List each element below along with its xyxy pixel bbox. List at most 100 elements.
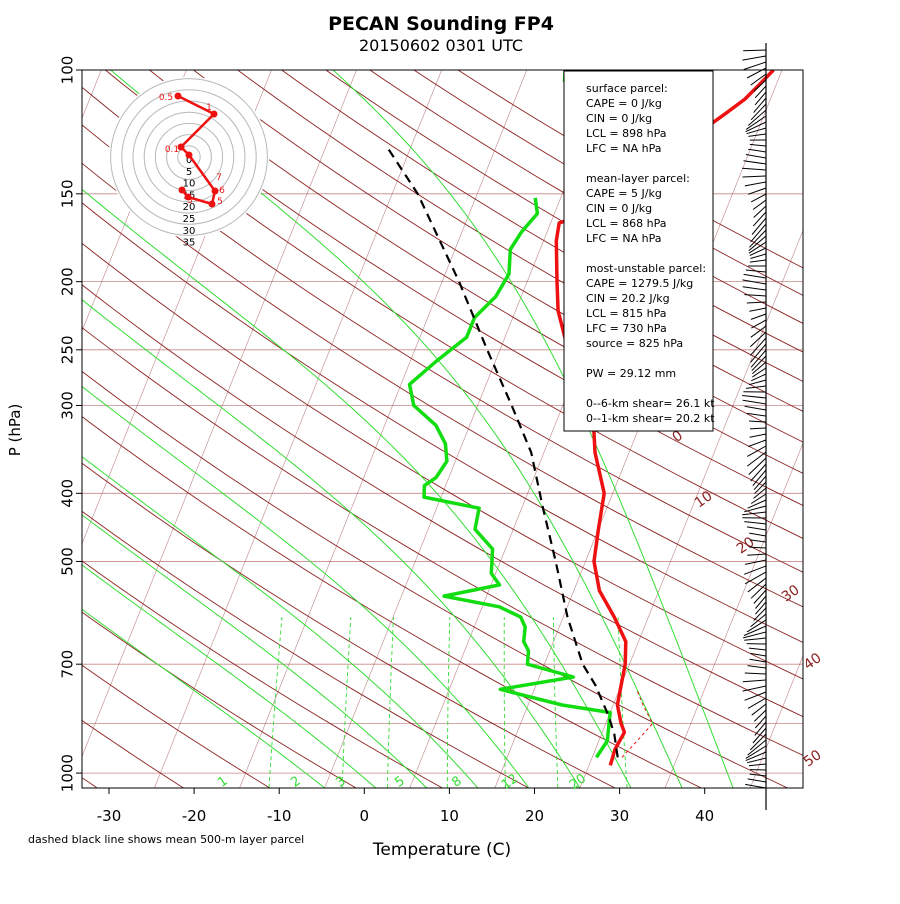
wind-barb xyxy=(744,295,766,296)
wind-barb xyxy=(748,188,766,194)
wind-barb xyxy=(754,590,766,604)
wind-barb xyxy=(753,212,766,226)
wind-barb xyxy=(747,452,766,466)
mixing-ratio-line xyxy=(387,617,393,788)
info-line: most-unstable parcel: xyxy=(586,262,706,275)
wind-barb xyxy=(742,168,766,170)
wind-barb xyxy=(751,584,766,598)
chart-title: PECAN Sounding FP4 xyxy=(328,13,554,35)
moist-adiabat-line xyxy=(0,223,376,788)
y-tick-label: 400 xyxy=(59,479,77,508)
wind-barb xyxy=(751,194,766,202)
wind-barb xyxy=(755,716,766,728)
y-tick-label: 700 xyxy=(59,650,77,679)
dry-adiabat-label: 10 xyxy=(692,488,716,511)
wind-barb xyxy=(743,400,766,404)
wind-barb xyxy=(746,270,766,272)
info-line: CAPE = 5 J/kg xyxy=(586,187,662,200)
wind-barb xyxy=(745,784,766,788)
info-line: CIN = 0 J/kg xyxy=(586,202,652,215)
info-line: LCL = 815 hPa xyxy=(586,307,667,320)
footnote: dashed black line shows mean 500-m layer… xyxy=(28,833,304,846)
y-tick-label: 300 xyxy=(59,391,77,420)
wind-barb xyxy=(743,176,767,177)
dry-adiabat-label: 30 xyxy=(779,582,803,605)
hodograph-point-label: 7 xyxy=(216,173,222,183)
mixing-ratio-line xyxy=(447,617,450,788)
wind-barb xyxy=(751,374,766,381)
y-tick-label: 250 xyxy=(59,335,77,364)
dry-adiabat-label: 50 xyxy=(801,747,825,770)
y-tick-label: 200 xyxy=(59,267,77,296)
wind-barb xyxy=(750,434,766,437)
wind-barb xyxy=(744,638,766,640)
x-axis-label: Temperature (C) xyxy=(372,840,511,860)
hodograph-ring-label: 25 xyxy=(183,214,196,225)
isotherm-line xyxy=(835,70,900,788)
y-tick-label: 150 xyxy=(59,179,77,208)
hodograph-point xyxy=(212,188,219,195)
mixing-ratio-label: 20 xyxy=(567,771,589,793)
wind-barb xyxy=(749,533,766,536)
y-tick-label: 500 xyxy=(59,547,77,576)
hodograph-point xyxy=(209,201,216,208)
wind-barb xyxy=(749,648,766,650)
wind-barb xyxy=(747,554,766,555)
hodograph-point xyxy=(179,187,186,194)
moist-adiabat-line xyxy=(0,150,478,788)
dry-adiabat-label: 20 xyxy=(734,534,758,557)
info-line: LFC = 730 hPa xyxy=(586,322,667,335)
wind-barb xyxy=(755,92,766,105)
hodograph-point-label: 1 xyxy=(206,103,212,113)
y-axis-label: P (hPa) xyxy=(6,404,24,457)
wind-barb xyxy=(751,320,766,328)
x-tick-label: -30 xyxy=(97,807,122,825)
wind-barb xyxy=(742,56,766,60)
x-tick-label: -10 xyxy=(267,807,292,825)
isotherm-line xyxy=(240,70,527,788)
wind-barb xyxy=(756,596,767,609)
y-tick-label: 1000 xyxy=(59,754,77,792)
wind-barb xyxy=(748,134,766,136)
info-line: CAPE = 1279.5 J/kg xyxy=(586,277,693,290)
moist-adiabat-line xyxy=(0,258,325,788)
x-tick-label: 10 xyxy=(440,807,459,825)
wind-barb xyxy=(747,128,766,134)
hodograph-ring-label: 5 xyxy=(186,167,192,178)
hodograph-point-label: 0.5 xyxy=(159,93,173,103)
wind-barb xyxy=(744,566,766,574)
wind-barb xyxy=(745,692,766,700)
dry-adiabat-line xyxy=(0,70,615,788)
wind-barb xyxy=(755,722,766,735)
wind-barb xyxy=(748,779,766,782)
hodograph-ring-label: 35 xyxy=(183,238,196,249)
info-line: 0--1-km shear= 20.2 kt xyxy=(586,412,715,425)
moist-adiabat-line xyxy=(0,70,631,788)
wind-barb xyxy=(744,161,767,164)
wind-barb xyxy=(747,446,766,456)
hodograph-point-label: 5 xyxy=(217,197,223,207)
wind-barb xyxy=(751,494,766,504)
wind-barb xyxy=(748,578,766,592)
wind-barb-column xyxy=(742,43,766,810)
info-line: LFC = NA hPa xyxy=(586,232,661,245)
wind-barb xyxy=(743,680,766,682)
info-line: LCL = 868 hPa xyxy=(586,217,667,230)
wind-barb xyxy=(745,673,766,674)
isotherm-line xyxy=(750,70,900,788)
x-tick-label: -20 xyxy=(182,807,207,825)
wind-barb xyxy=(750,774,766,776)
info-line: mean-layer parcel: xyxy=(586,172,690,185)
wind-barb xyxy=(744,506,766,512)
wind-barb xyxy=(745,406,766,410)
wind-barb xyxy=(744,62,766,70)
wind-barb xyxy=(752,704,766,715)
wind-barb xyxy=(748,666,767,668)
wind-barb xyxy=(742,396,766,399)
info-line: surface parcel: xyxy=(586,82,668,95)
